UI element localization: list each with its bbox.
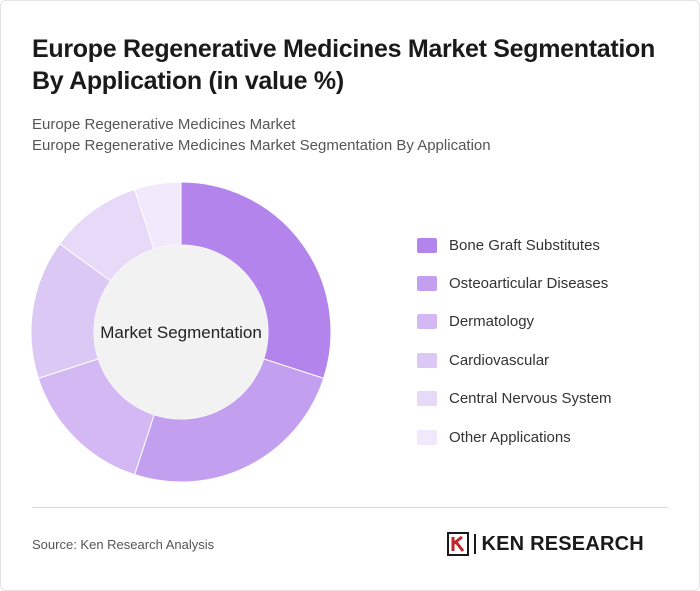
legend-item: Dermatology bbox=[417, 303, 612, 341]
legend-item: Cardiovascular bbox=[417, 341, 612, 379]
legend-label: Central Nervous System bbox=[449, 390, 612, 408]
chart-title: Europe Regenerative Medicines Market Seg… bbox=[32, 35, 655, 95]
subtitle-line-1: Europe Regenerative Medicines Market bbox=[32, 116, 296, 133]
subtitle-line-2: Europe Regenerative Medicines Market Seg… bbox=[32, 137, 491, 154]
legend-label: Bone Graft Substitutes bbox=[449, 236, 600, 254]
legend-item: Bone Graft Substitutes bbox=[417, 226, 612, 264]
chart-legend: Bone Graft Substitutes Osteoarticular Dis… bbox=[417, 226, 612, 456]
donut-center bbox=[94, 245, 268, 419]
legend-label: Other Applications bbox=[449, 428, 571, 446]
donut-chart: Market Segmentation bbox=[30, 181, 332, 483]
chart-subtitle: Europe Regenerative Medicines Market Eur… bbox=[32, 114, 491, 156]
brand-name: KEN RESEARCH bbox=[481, 532, 644, 555]
legend-item: Osteoarticular Diseases bbox=[417, 264, 612, 302]
legend-swatch bbox=[417, 352, 437, 368]
footer-divider bbox=[32, 507, 668, 508]
legend-swatch bbox=[417, 314, 437, 330]
legend-item: Central Nervous System bbox=[417, 380, 612, 418]
legend-swatch bbox=[417, 391, 437, 407]
legend-label: Cardiovascular bbox=[449, 351, 550, 369]
legend-label: Osteoarticular Diseases bbox=[449, 275, 609, 293]
donut-slices bbox=[30, 181, 332, 483]
legend-item: Other Applications bbox=[417, 418, 612, 456]
legend-label: Dermatology bbox=[449, 313, 535, 331]
source-note: Source: Ken Research Analysis bbox=[32, 537, 215, 552]
ken-research-k-logo-icon bbox=[447, 532, 469, 556]
legend-swatch bbox=[417, 276, 437, 292]
legend-swatch bbox=[417, 429, 437, 445]
center-label: Market Segmentation bbox=[100, 323, 262, 342]
brand-separator bbox=[474, 534, 476, 554]
legend-swatch bbox=[417, 237, 437, 253]
brand-logo: KEN RESEARCH bbox=[447, 531, 644, 557]
